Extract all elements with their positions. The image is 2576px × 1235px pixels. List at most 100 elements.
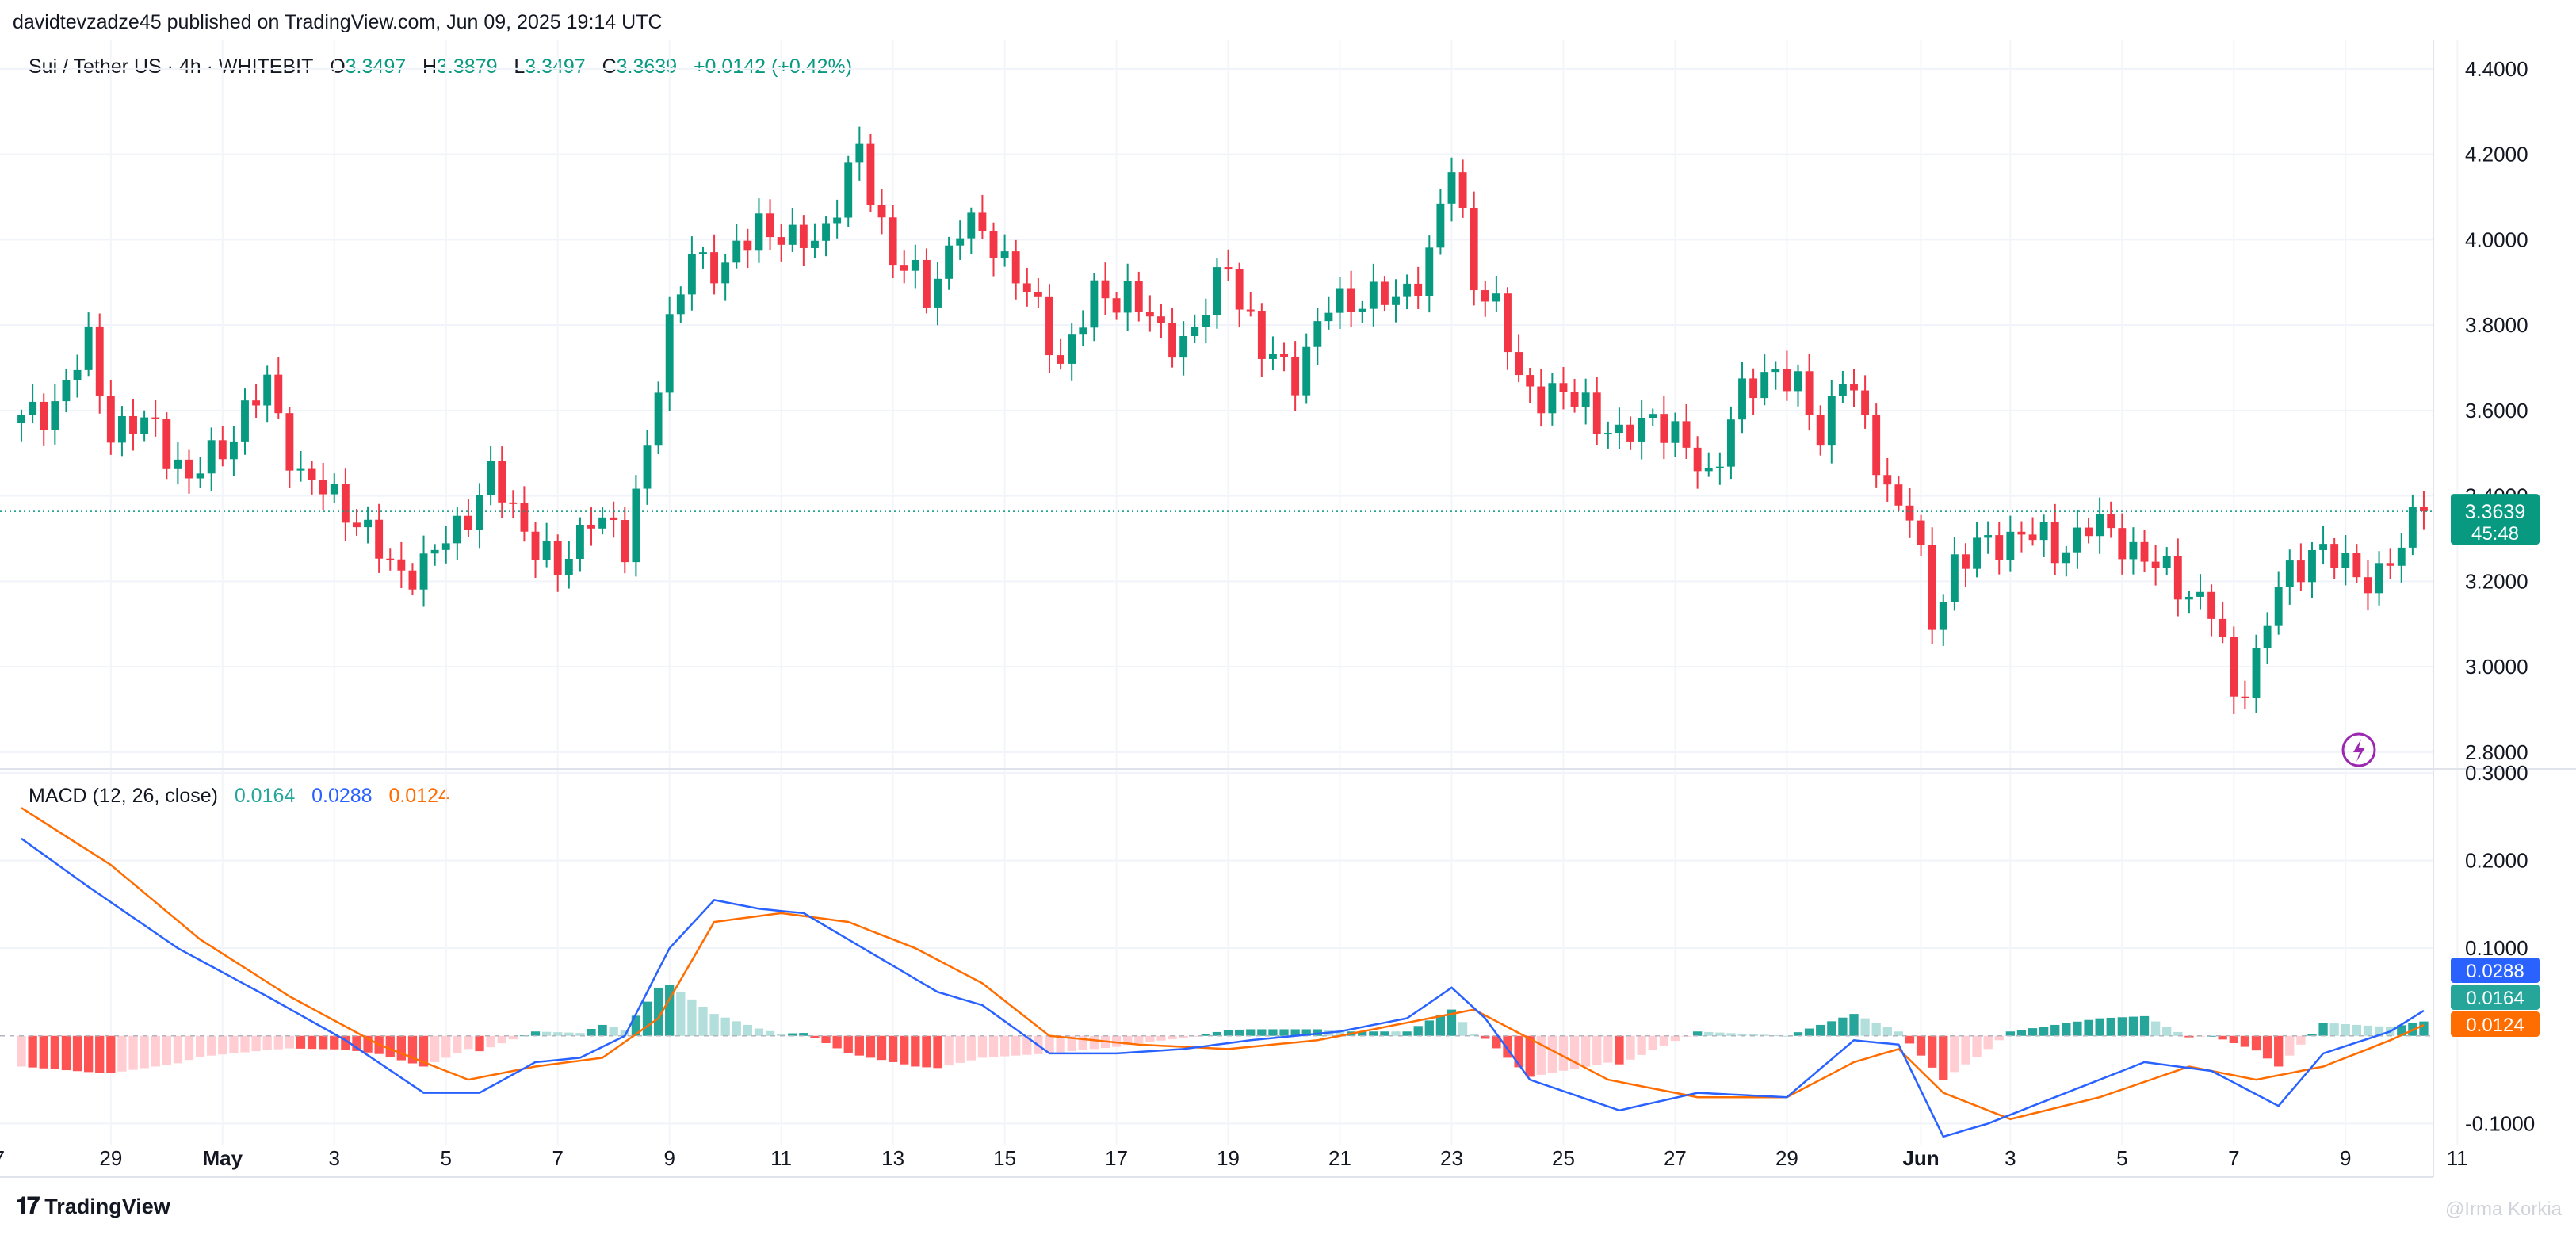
macd-hist-bar [609,1027,618,1036]
macd-hist-bar [1458,1022,1468,1036]
macd-hist-bar [922,1035,931,1068]
macd-hist-bar [2095,1018,2104,1036]
candle-body [129,415,137,434]
macd-hist-bar [2139,1015,2150,1036]
candle-body [1783,369,1791,392]
macd-hist-bar [765,1030,775,1036]
candle-body [2140,541,2149,562]
macd-hist-bar [2296,1035,2306,1045]
macd-hist-bar [1849,1014,1859,1036]
tradingview-logo-icon: 𝟏𝟕 [16,1194,40,1219]
macd-hist-bar [1760,1034,1769,1036]
candle-body [408,570,417,590]
macd-hist-bar [1313,1029,1322,1036]
time-tick-label: 21 [1328,1146,1351,1170]
tradingview-logo[interactable]: 𝟏𝟕 TradingView [16,1194,170,1220]
candle-body [1526,375,1535,387]
candle-body [542,540,551,560]
macd-hist-bar [1603,1035,1613,1063]
candle-body [2219,618,2227,637]
macd-hist-bar [2150,1021,2161,1036]
macd-hist-bar [341,1035,350,1050]
macd-hist-bar [1067,1035,1076,1052]
candle-body [1626,424,1634,442]
time-tick-label: 7 [0,1146,5,1170]
macd-hist-bar [854,1035,864,1056]
candle-body [1559,383,1568,392]
candle-body [441,543,450,550]
candle-body [2375,563,2383,594]
macd-hist-bar [988,1035,999,1057]
macd-lines [21,807,2425,1138]
macd-hist-bar [541,1031,552,1036]
macd-hist-bar [1659,1035,1668,1046]
candle-body [1492,293,1500,302]
macd-hist-bar [598,1024,607,1036]
macd-hist-bar [999,1035,1010,1057]
macd-hist-bar [464,1035,473,1050]
macd-hist-bar [1413,1026,1423,1036]
candle-body [1693,447,1702,472]
macd-hist-bar [2016,1030,2027,1036]
candle-body [945,245,954,279]
candle-body [833,217,842,224]
candle-body [2285,560,2294,587]
time-tick-label: May [203,1146,243,1170]
publish-header: davidtevzadze45 published on TradingView… [13,11,663,33]
candle-body [341,484,350,523]
macd-hist-bar [2218,1035,2227,1040]
candle-body [866,143,875,205]
candle-body [889,217,897,266]
candle-body [2118,528,2127,560]
alert-icon[interactable] [2341,732,2376,767]
price-tick-label: 2.8000 [2465,740,2528,764]
macd-hist-bar [95,1035,105,1073]
candle-body [1022,283,1031,292]
candle-body [1794,371,1802,392]
macd-hist-bar [743,1024,753,1036]
countdown-badge-value: 45:48 [2471,523,2519,545]
candle-body [2184,596,2193,600]
candle-body [553,540,562,575]
candle-body [967,212,976,239]
macd-hist-bar [1928,1035,1937,1068]
time-tick-label: Jun [1902,1146,1939,1170]
candle-body [1939,602,1947,630]
macd-hist-bar [1212,1031,1222,1036]
macd-hist-bar [162,1035,171,1065]
macd-hist-bar [207,1035,216,1056]
macd-hist-bar [262,1035,272,1050]
time-tick-label: 25 [1552,1146,1575,1170]
candle-body [308,468,316,480]
macd-hist-bar [430,1035,440,1062]
macd-hist-bar [1123,1035,1133,1046]
macd-hist-bar [799,1033,808,1036]
candle-body [755,213,763,251]
macd-histogram [0,985,2433,1080]
candle-body [1950,554,1959,602]
candle-body [2129,541,2138,560]
time-tick-label: 13 [881,1146,904,1170]
candle-body [788,224,797,245]
candle-body [1257,311,1266,359]
macd-hist-bar [497,1035,506,1044]
candle-body [1671,421,1680,443]
hist-badge [2451,985,2540,1010]
symbol-label[interactable]: Sui / Tether US · 4h · WHITEBIT [29,55,314,78]
candle-body [29,401,37,415]
candle-body [1403,283,1412,297]
candle-body [1213,267,1221,315]
candle-body [51,401,59,430]
macd-hist-bar [1882,1027,1892,1036]
candle-body [1738,378,1746,420]
macd-hist-bar [1648,1035,1657,1050]
macd-hist-bar [251,1035,261,1052]
candle-body [476,495,483,530]
macd-hist-bar [1525,1035,1535,1077]
candle-body [1638,418,1646,442]
candle-body [319,480,327,495]
candle-body [1358,308,1366,312]
macd-indicator-name[interactable]: MACD (12, 26, close) [29,785,218,807]
macd-hist-bar [653,987,663,1036]
